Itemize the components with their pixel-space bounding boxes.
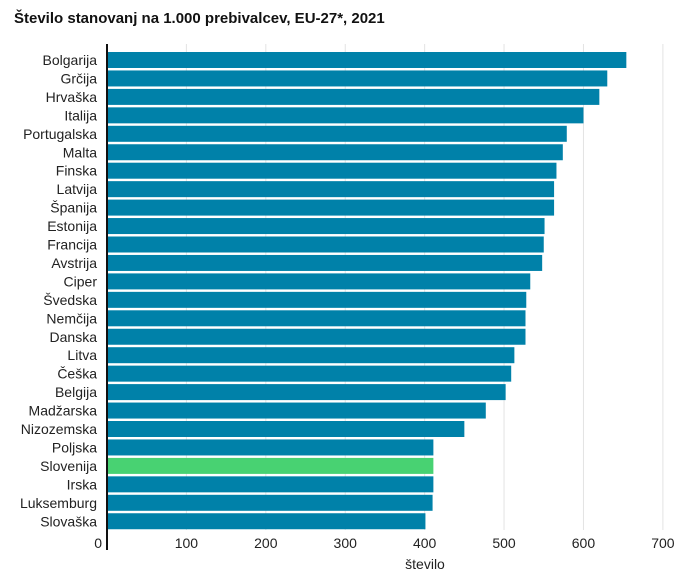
x-tick-label: 600 (572, 535, 596, 551)
category-label: Grčija (60, 70, 97, 86)
x-axis-label: število (405, 556, 445, 572)
category-label: Hrvaška (46, 89, 98, 105)
bar-24 (107, 494, 433, 511)
category-label: Litva (67, 347, 97, 363)
bar-10 (107, 236, 544, 253)
bar-23 (107, 476, 434, 493)
category-label: Slovaška (40, 513, 97, 529)
x-tick-label: 700 (651, 535, 675, 551)
category-label: Španija (50, 200, 97, 216)
bar-2 (107, 88, 600, 105)
x-tick-label: 500 (492, 535, 516, 551)
x-tick-label: 100 (175, 535, 199, 551)
category-label: Bolgarija (43, 52, 98, 68)
category-label: Ciper (64, 273, 98, 289)
bar-9 (107, 218, 545, 235)
category-label: Latvija (57, 181, 98, 197)
bar-5 (107, 144, 563, 161)
bar-14 (107, 310, 526, 327)
bar-16 (107, 347, 515, 364)
category-label: Belgija (55, 384, 97, 400)
bar-12 (107, 273, 531, 290)
category-label: Nizozemska (21, 421, 97, 437)
bar-4 (107, 125, 567, 142)
bar-20 (107, 421, 465, 437)
category-label: Slovenija (40, 458, 97, 474)
bar-8 (107, 199, 555, 216)
category-label: Avstrija (51, 255, 97, 271)
bar-17 (107, 365, 512, 382)
category-label: Irska (67, 476, 98, 492)
bar-15 (107, 328, 526, 345)
category-label: Češka (57, 366, 97, 382)
category-label: Švedska (43, 292, 97, 308)
category-label: Malta (63, 144, 97, 160)
bar-22 (107, 457, 434, 474)
category-label: Poljska (52, 439, 97, 455)
bar-13 (107, 291, 527, 308)
x-tick-label: 200 (254, 535, 278, 551)
bar-19 (107, 402, 486, 419)
bar-0 (107, 52, 627, 68)
category-labels: Bolgarija Grčija Hrvaška Italija Portugalska… (20, 52, 97, 529)
bars (107, 52, 627, 530)
category-label: Francija (47, 237, 97, 253)
bar-3 (107, 107, 584, 124)
chart-title: Število stanovanj na 1.000 prebivalcev, … (14, 10, 385, 27)
category-label: Luksemburg (20, 495, 97, 511)
category-label: Estonija (47, 218, 97, 234)
bar-7 (107, 181, 555, 198)
bar-25 (107, 513, 426, 530)
x-tick-label: 0 (94, 535, 102, 551)
bar-1 (107, 70, 608, 87)
category-label: Italija (64, 107, 97, 123)
bar-21 (107, 439, 434, 456)
bar-18 (107, 384, 506, 401)
category-label: Nemčija (46, 310, 97, 326)
x-tick-labels: 0 100 200 300 400 500 600 700 (94, 535, 675, 551)
category-label: Portugalska (23, 126, 97, 142)
category-label: Danska (50, 329, 98, 345)
category-label: Madžarska (29, 403, 98, 419)
x-tick-label: 300 (334, 535, 358, 551)
bar-6 (107, 162, 557, 179)
category-label: Finska (56, 163, 97, 179)
bar-11 (107, 254, 543, 271)
x-tick-label: 400 (413, 535, 437, 551)
